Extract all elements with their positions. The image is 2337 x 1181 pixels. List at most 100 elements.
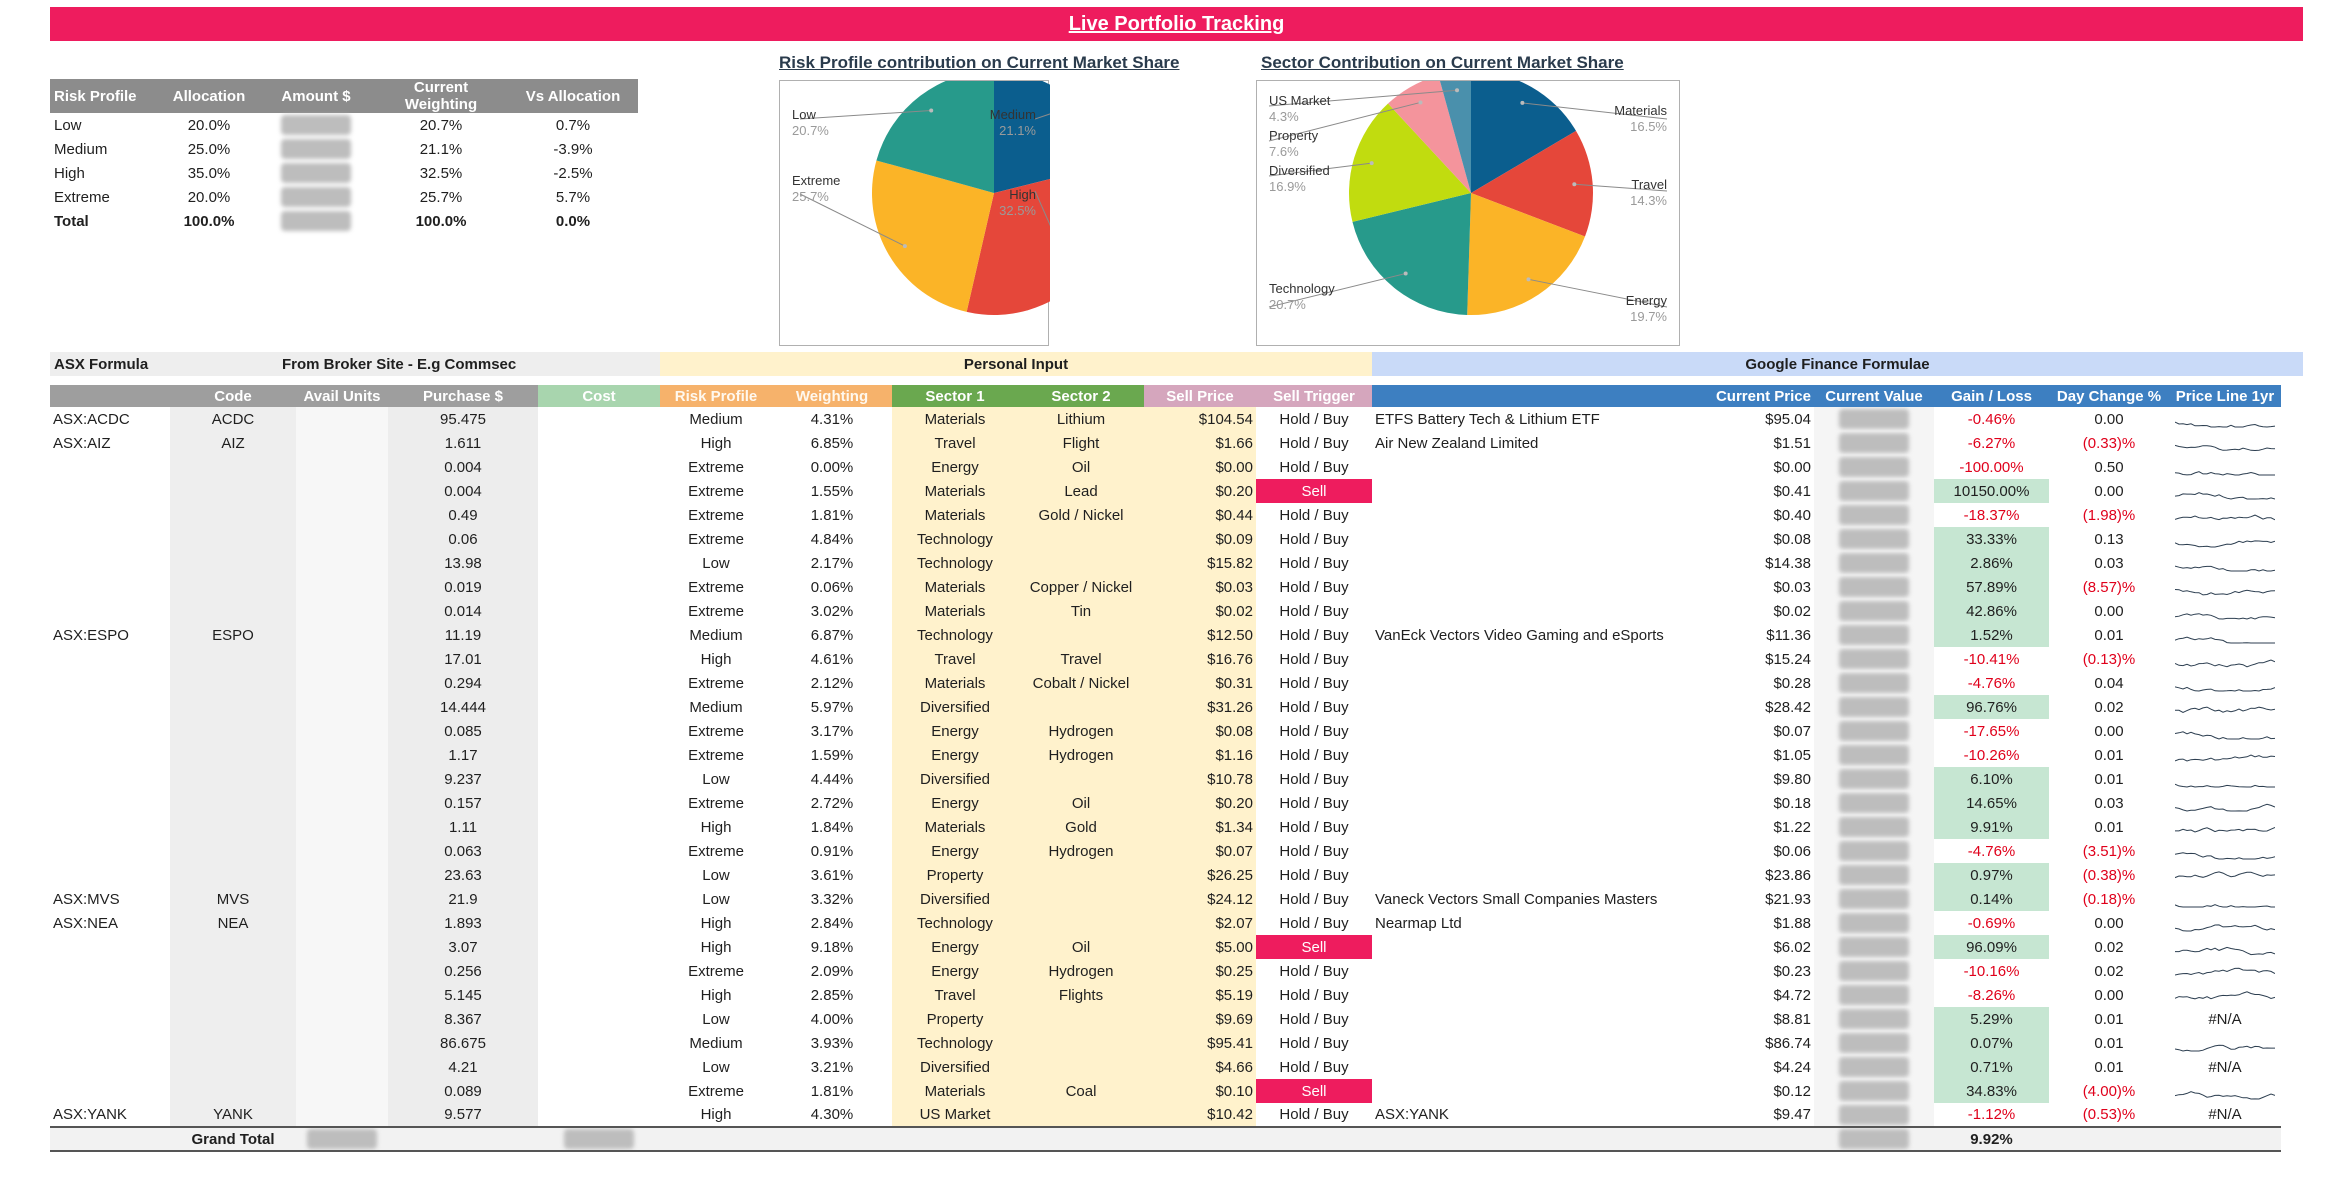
current-value-cell: [1814, 431, 1934, 455]
redacted-amount: [281, 163, 351, 183]
security-name-cell: Nearmap Ltd: [1375, 914, 1462, 932]
sell-trigger-cell: Sell: [1256, 1079, 1372, 1103]
gain-loss-cell: 96.09%: [1934, 935, 2049, 959]
weighting-cell: 3.32%: [810, 890, 854, 908]
sector2-cell: [1018, 767, 1144, 791]
alloc-profile: Total: [54, 212, 89, 230]
sector2-cell: [1018, 863, 1144, 887]
current-value-cell: [1814, 887, 1934, 911]
avail-units-cell: [296, 647, 388, 671]
security-name-cell: [1372, 791, 1704, 815]
table-row: 9.237 Low 4.44% Diversified $10.78 Hold / Buy…: [50, 767, 2281, 791]
sector1-cell: Materials: [892, 815, 1018, 839]
purchase-cell: 0.089: [388, 1079, 538, 1103]
cost-cell: [538, 839, 660, 863]
security-name-cell: [1372, 863, 1704, 887]
pie-label-pct: 20.7%: [792, 123, 829, 138]
price-line-cell: [2169, 695, 2281, 719]
sector2-cell: Hydrogen: [1018, 959, 1144, 983]
sparkline-path: [2175, 589, 2275, 596]
risk-pie-svg: [799, 81, 1050, 315]
purchase-cell: 1.893: [388, 911, 538, 935]
alloc-amount: [258, 209, 374, 233]
alloc-allocation: 100.0%: [183, 212, 235, 230]
pie-leader-line: [1522, 102, 1668, 120]
code-cell: [170, 959, 296, 983]
sparkline-path: [2175, 471, 2275, 476]
price-line-cell: [2169, 767, 2281, 791]
avail-units-cell: [296, 911, 388, 935]
table-row: 1.17 Extreme 1.59% Energy Hydrogen $1.16 Hold …: [50, 743, 2281, 767]
price-line-cell: [2169, 647, 2281, 671]
sell-price-cell: $24.12: [1144, 887, 1256, 911]
sparkline-path: [2175, 686, 2275, 692]
price-sparkline: [2175, 904, 2275, 908]
day-change-cell: 0.00: [2094, 914, 2124, 932]
sell-price-cell: $9.69: [1144, 1007, 1256, 1031]
group-broker: ASX Formula From Broker Site - E.g Comms…: [50, 352, 660, 376]
gain-loss-cell: -10.16%: [1963, 962, 2020, 980]
sector2-cell: Flight: [1018, 431, 1144, 455]
current-value-cell: [1814, 455, 1934, 479]
day-change-cell: 0.01: [2094, 1058, 2124, 1076]
code-cell: [170, 743, 296, 767]
current-value-cell: [1814, 695, 1934, 719]
pie-slice-materials: [1471, 81, 1577, 193]
weighting-cell: 4.31%: [810, 410, 854, 428]
alloc-weighting: 100.0%: [415, 212, 467, 230]
asx-ticker: [50, 1007, 170, 1031]
sector1-cell: Travel: [892, 431, 1018, 455]
alloc-profile: Extreme: [54, 188, 110, 206]
alloc-allocation: 25.0%: [187, 140, 231, 158]
price-sparkline: [2175, 852, 2275, 860]
alloc-allocation: 35.0%: [187, 164, 231, 182]
pie-leader-line: [1268, 89, 1458, 107]
column-header-16: Price Line 1yr: [2169, 385, 2281, 407]
code-cell: ACDC: [170, 407, 296, 431]
avail-units-cell: [296, 863, 388, 887]
avail-units-cell: [296, 839, 388, 863]
sell-trigger-cell: Hold / Buy: [1279, 578, 1349, 596]
redacted-value: [1839, 553, 1909, 573]
redacted-amount: [281, 211, 351, 231]
column-header-8: Sector 2: [1018, 385, 1144, 407]
code-cell: ESPO: [170, 623, 296, 647]
current-price-cell: $15.24: [1765, 650, 1811, 668]
sell-trigger-cell: Hold / Buy: [1279, 554, 1349, 572]
alloc-weighting: 21.1%: [419, 140, 463, 158]
purchase-cell: 0.49: [388, 503, 538, 527]
sparkline-path: [2175, 991, 2275, 1000]
pie-leader-line: [1574, 183, 1668, 192]
sector2-cell: Oil: [1018, 455, 1144, 479]
sparkline-path: [2175, 421, 2275, 428]
price-sparkline: [2175, 783, 2275, 788]
purchase-cell: 8.367: [388, 1007, 538, 1031]
avail-units-cell: [296, 407, 388, 431]
price-sparkline: [2175, 565, 2275, 572]
group-google: Google Finance Formulae: [1372, 352, 2303, 376]
sector1-cell: Diversified: [892, 1055, 1018, 1079]
code-cell: [170, 719, 296, 743]
risk-cell: Extreme: [688, 506, 744, 524]
sector2-cell: [1018, 527, 1144, 551]
gain-loss-cell: -0.46%: [1967, 410, 2016, 428]
pie-label: Property 7.6%: [1269, 128, 1318, 160]
table-row: 0.256 Extreme 2.09% Energy Hydrogen $0.25 Hold…: [50, 959, 2281, 983]
sell-trigger-cell: Hold / Buy: [1279, 866, 1349, 884]
sparkline-path: [2175, 754, 2275, 762]
column-header-4: Cost: [538, 385, 660, 407]
pie-leader-dot: [1369, 161, 1374, 166]
cost-cell: [538, 527, 660, 551]
pie-slice-travel: [1471, 130, 1593, 237]
day-change-cell: 0.00: [2094, 482, 2124, 500]
risk-cell: Extreme: [688, 962, 744, 980]
sparkline-path: [2175, 565, 2275, 572]
sector1-cell: Energy: [892, 455, 1018, 479]
pie-label: Materials 16.5%: [1614, 103, 1667, 135]
current-value-cell: [1814, 839, 1934, 863]
asx-ticker: [50, 503, 170, 527]
code-cell: [170, 551, 296, 575]
column-header-3: Purchase $: [388, 385, 538, 407]
current-price-cell: $95.04: [1765, 410, 1811, 428]
sparkline-path: [2175, 1091, 2275, 1100]
